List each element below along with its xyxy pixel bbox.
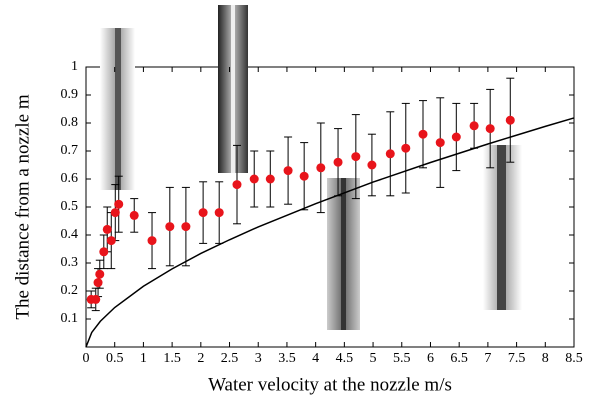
data-point bbox=[91, 294, 101, 304]
y-tick-label: 1 bbox=[71, 59, 78, 74]
data-point bbox=[469, 121, 479, 131]
data-point bbox=[265, 174, 275, 184]
x-tick-label: 2.5 bbox=[221, 351, 239, 366]
x-tick-label: 6.5 bbox=[450, 351, 468, 366]
data-point bbox=[385, 149, 395, 159]
x-tick-label: 8.5 bbox=[565, 351, 583, 366]
y-tick-label: 0.6 bbox=[61, 171, 79, 186]
y-tick-label: 0.3 bbox=[61, 255, 79, 270]
data-point bbox=[99, 247, 109, 257]
data-point bbox=[181, 222, 191, 232]
data-point bbox=[505, 115, 515, 125]
data-point bbox=[95, 269, 105, 279]
x-tick-label: 0.5 bbox=[106, 351, 124, 366]
data-point bbox=[351, 152, 361, 162]
data-point bbox=[232, 180, 242, 190]
x-tick-label: 5.5 bbox=[393, 351, 411, 366]
x-tick-label: 1.5 bbox=[163, 351, 181, 366]
y-tick-label: 0.2 bbox=[61, 283, 79, 298]
data-point bbox=[299, 171, 309, 181]
x-tick-label: 4.5 bbox=[336, 351, 354, 366]
data-point bbox=[106, 236, 116, 246]
photo-jet bbox=[497, 145, 506, 310]
y-axis-title: The distance from a nozzle m bbox=[12, 94, 33, 319]
x-tick-label: 2 bbox=[197, 351, 204, 366]
data-point bbox=[147, 236, 157, 246]
x-axis-title: Water velocity at the nozzle m/s bbox=[208, 374, 452, 395]
x-tick-label: 4 bbox=[312, 351, 319, 366]
x-tick-label: 7 bbox=[484, 351, 491, 366]
fit-curve bbox=[85, 117, 575, 348]
y-tick-label: 0.9 bbox=[61, 87, 79, 102]
data-point bbox=[316, 163, 326, 173]
y-tick-label: 0.5 bbox=[61, 199, 79, 214]
photo-jet bbox=[341, 178, 346, 330]
data-point bbox=[418, 129, 428, 139]
data-point bbox=[249, 174, 259, 184]
data-point bbox=[110, 208, 120, 218]
x-tick-label: 3.5 bbox=[278, 351, 296, 366]
x-tick-label: 7.5 bbox=[508, 351, 526, 366]
data-point bbox=[214, 208, 224, 218]
y-tick-label: 0.7 bbox=[61, 143, 79, 158]
data-point bbox=[129, 210, 139, 220]
x-tick-label: 6 bbox=[427, 351, 434, 366]
photos bbox=[100, 5, 522, 330]
x-tick-label: 8 bbox=[542, 351, 549, 366]
x-tick-label: 0 bbox=[83, 351, 90, 366]
x-tick-label: 5 bbox=[370, 351, 377, 366]
data-point bbox=[451, 132, 461, 142]
data-point bbox=[114, 199, 124, 209]
data-point bbox=[333, 157, 343, 167]
photo-jet bbox=[231, 5, 235, 173]
data-point bbox=[198, 208, 208, 218]
data-point bbox=[401, 143, 411, 153]
y-tick-label: 0.1 bbox=[61, 311, 79, 326]
y-tick-label: 0.8 bbox=[61, 115, 79, 130]
data-point bbox=[283, 166, 293, 176]
x-tick-label: 1 bbox=[140, 351, 147, 366]
x-tick-label: 3 bbox=[255, 351, 262, 366]
photo-jet bbox=[115, 28, 121, 190]
y-tick-label: 0.4 bbox=[61, 227, 79, 242]
data-point bbox=[485, 124, 495, 134]
data-point bbox=[165, 222, 175, 232]
data-point bbox=[93, 278, 103, 288]
data-point bbox=[102, 224, 112, 234]
data-point bbox=[435, 138, 445, 148]
data-point bbox=[367, 160, 377, 170]
